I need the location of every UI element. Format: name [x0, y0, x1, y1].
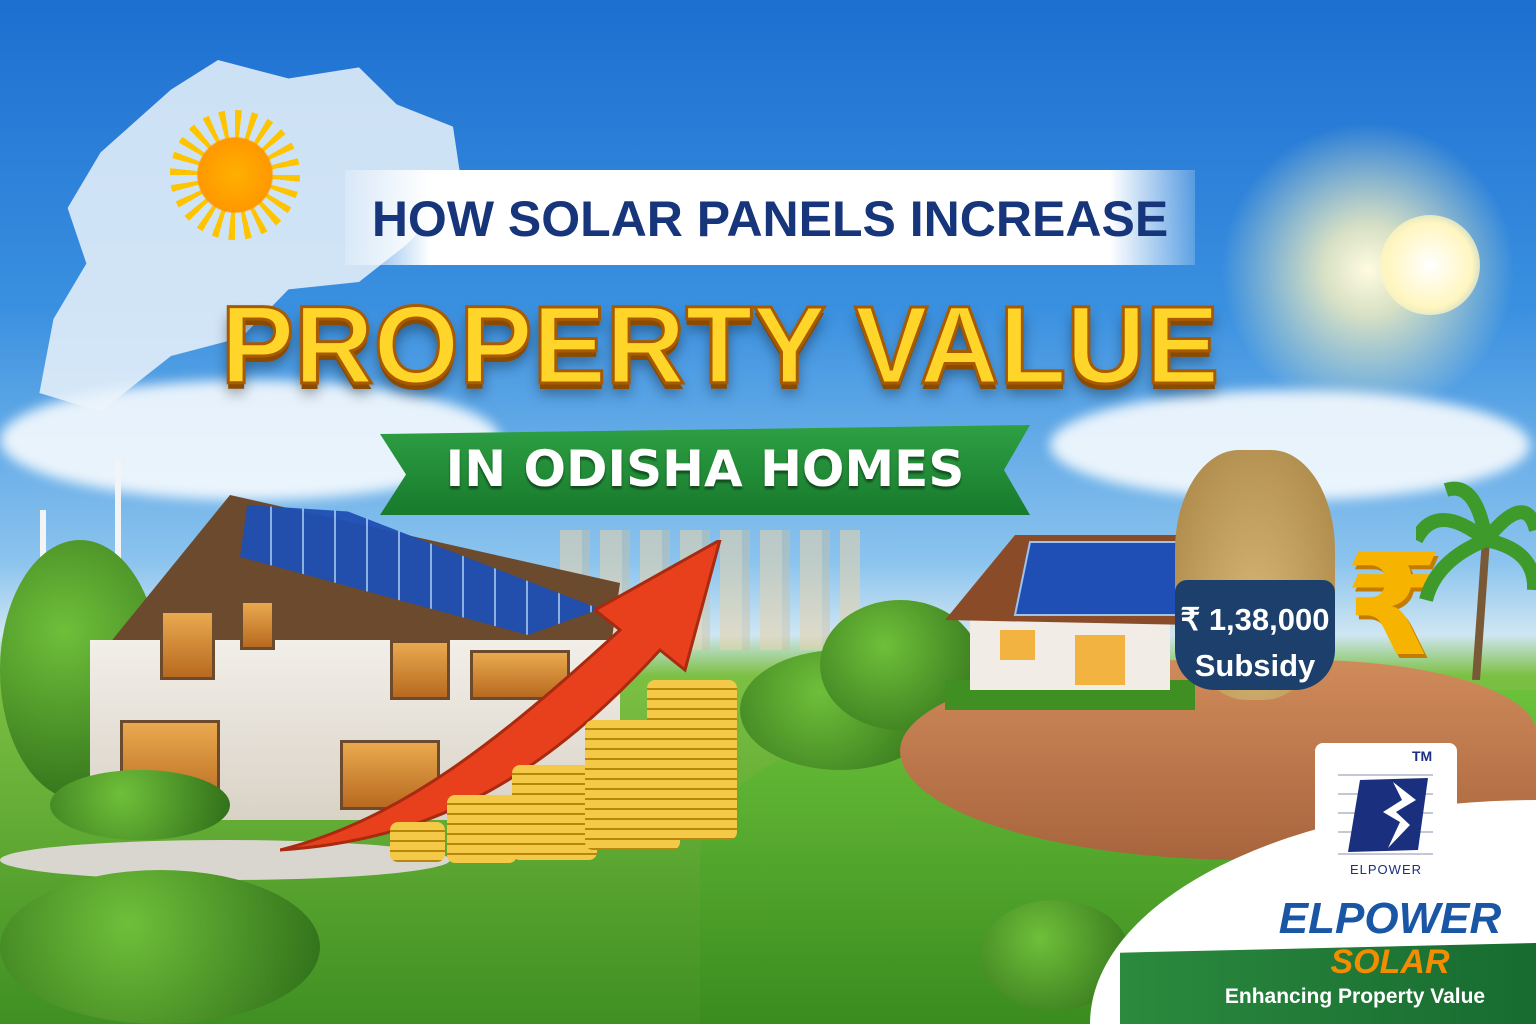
bright-sun-icon [1380, 215, 1480, 315]
trademark: TM [1412, 748, 1433, 764]
brand-name: ELPOWER [1278, 894, 1502, 943]
brand-sub: SOLAR [1330, 943, 1450, 981]
title-banner [345, 170, 1195, 265]
hedge [50, 770, 230, 840]
subsidy-label: Subsidy [1194, 648, 1316, 683]
elpower-logo-mark-icon [1338, 774, 1433, 855]
coin-stack [647, 680, 737, 840]
small-solar-house [945, 535, 1195, 710]
headline-ribbon-text: IN ODISHA HOMES [445, 440, 965, 498]
headline-line1: HOW SOLAR PANELS INCREASE [371, 191, 1169, 247]
subsidy-amount: ₹ 1,38,000 [1180, 602, 1330, 637]
coin-stack [447, 795, 517, 863]
palm-tree [1416, 481, 1536, 680]
window [390, 640, 450, 700]
subsidy-label-panel [1175, 580, 1335, 690]
headline-main: PROPERTY VALUE [219, 283, 1220, 409]
driveway [0, 840, 450, 880]
logo-wordmark: ELPOWER [1349, 862, 1422, 877]
rupee-icon: ₹ [1345, 525, 1443, 688]
green-ribbon [380, 425, 1030, 515]
logo-green-band [1120, 943, 1536, 1024]
bush [0, 870, 320, 1024]
sun-glow [1200, 120, 1536, 420]
coin-stack [390, 822, 445, 862]
window [240, 600, 275, 650]
wind-turbine [40, 510, 46, 590]
growth-arrow-icon [280, 540, 722, 852]
coin-stack [512, 765, 597, 860]
window [160, 610, 215, 680]
tagline: Enhancing Property Value [1224, 985, 1486, 1008]
wind-turbine [115, 460, 121, 590]
sun-icon [170, 110, 300, 240]
